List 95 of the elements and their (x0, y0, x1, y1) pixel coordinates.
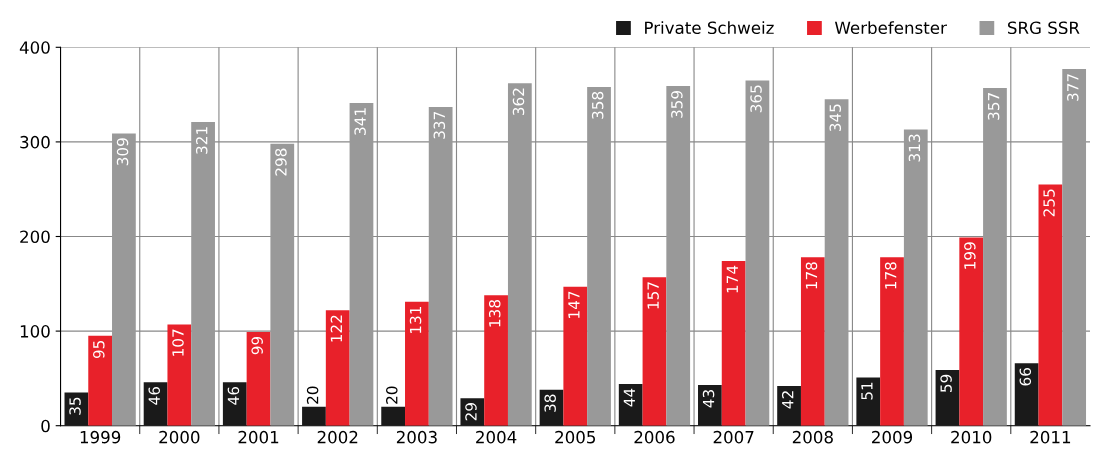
data-label: 298 (275, 148, 287, 176)
bar (191, 122, 215, 426)
data-label: 131 (409, 306, 422, 334)
data-label: 147 (568, 291, 580, 318)
data-label: 66 (1019, 368, 1032, 386)
legend-label: SRG SSR (1007, 21, 1080, 35)
x-tick-label: 1999 (80, 430, 121, 444)
y-tick-label: 200 (20, 230, 50, 244)
x-tick-label: 2011 (1030, 430, 1071, 444)
data-label: 255 (1043, 189, 1055, 217)
bar (856, 377, 881, 426)
y-tick-label: 400 (19, 41, 50, 54)
bar (698, 385, 722, 426)
x-tick-label: 2002 (317, 430, 358, 444)
x-tick-label: 2010 (951, 430, 992, 444)
data-label: 362 (512, 88, 525, 116)
x-tick-label: 2000 (159, 430, 200, 444)
bar (222, 382, 247, 426)
x-tick-label: 2005 (555, 430, 596, 444)
bar (983, 87, 1007, 426)
bar (112, 133, 136, 426)
bar (88, 335, 113, 426)
data-label: 178 (884, 262, 897, 289)
data-label: 20 (386, 386, 398, 404)
bar (349, 103, 374, 426)
bar (1062, 69, 1087, 426)
x-tick-label: 2007 (713, 430, 754, 444)
x-tick-label: 2004 (476, 430, 517, 444)
bar (618, 384, 643, 426)
bar (246, 332, 271, 426)
bar (1038, 184, 1063, 426)
bar (381, 406, 406, 426)
data-label: 178 (805, 262, 818, 289)
data-label: 309 (116, 138, 129, 166)
data-label: 38 (544, 394, 556, 412)
bar (405, 301, 429, 426)
data-label: 51 (861, 382, 873, 400)
data-label: 138 (488, 299, 501, 327)
x-tick-label: 2009 (872, 430, 913, 444)
data-label: 377 (1067, 74, 1079, 101)
legend-label: Private Schweiz (645, 21, 774, 35)
data-label: 365 (750, 85, 762, 113)
bar (800, 257, 825, 426)
x-tick-label: 2006 (634, 430, 675, 444)
data-label: 35 (69, 397, 81, 415)
bar (959, 237, 984, 426)
bar (935, 369, 960, 426)
data-label: 357 (987, 93, 1000, 120)
bar (903, 129, 928, 426)
data-label: 174 (726, 265, 738, 293)
data-label: 43 (702, 390, 715, 408)
bar (428, 106, 453, 426)
x-tick-label: 2003 (396, 430, 437, 444)
bar (270, 143, 295, 426)
data-label: 199 (964, 242, 976, 269)
data-label: 321 (195, 127, 208, 154)
y-tick-label: 300 (20, 135, 50, 149)
y-tick-label: 0 (41, 419, 50, 433)
data-label: 341 (354, 108, 366, 135)
bar (167, 324, 192, 426)
bar (642, 277, 667, 426)
data-label: 42 (781, 391, 794, 409)
data-label: 345 (829, 104, 842, 132)
data-label: 359 (671, 90, 683, 118)
data-label: 99 (251, 336, 263, 355)
bar (587, 87, 611, 426)
bar (745, 80, 770, 426)
data-label: 46 (148, 386, 161, 405)
bar (1014, 363, 1039, 426)
legend-label: Werbefenster (834, 21, 947, 35)
bar (563, 286, 588, 426)
bar (721, 261, 746, 426)
bar (484, 295, 508, 426)
data-label: 29 (465, 403, 477, 421)
bar (666, 86, 691, 426)
data-label: 46 (227, 386, 240, 405)
data-label: 358 (591, 91, 604, 119)
y-tick-label: 100 (20, 325, 50, 338)
data-label: 95 (93, 340, 105, 359)
bar (777, 385, 801, 426)
data-label: 313 (908, 134, 921, 162)
data-label: 122 (330, 315, 342, 342)
data-label: 157 (647, 282, 659, 309)
bar (302, 406, 326, 426)
data-label: 337 (433, 111, 446, 139)
bar (824, 99, 849, 426)
data-label: 107 (172, 329, 184, 356)
bar (325, 310, 350, 426)
x-tick-label: 2001 (238, 430, 279, 444)
data-label: 44 (623, 388, 635, 407)
bar (880, 257, 904, 426)
data-label: 59 (940, 374, 952, 392)
x-tick-label: 2008 (792, 430, 833, 444)
data-label: 20 (306, 386, 319, 404)
bar (507, 83, 532, 426)
